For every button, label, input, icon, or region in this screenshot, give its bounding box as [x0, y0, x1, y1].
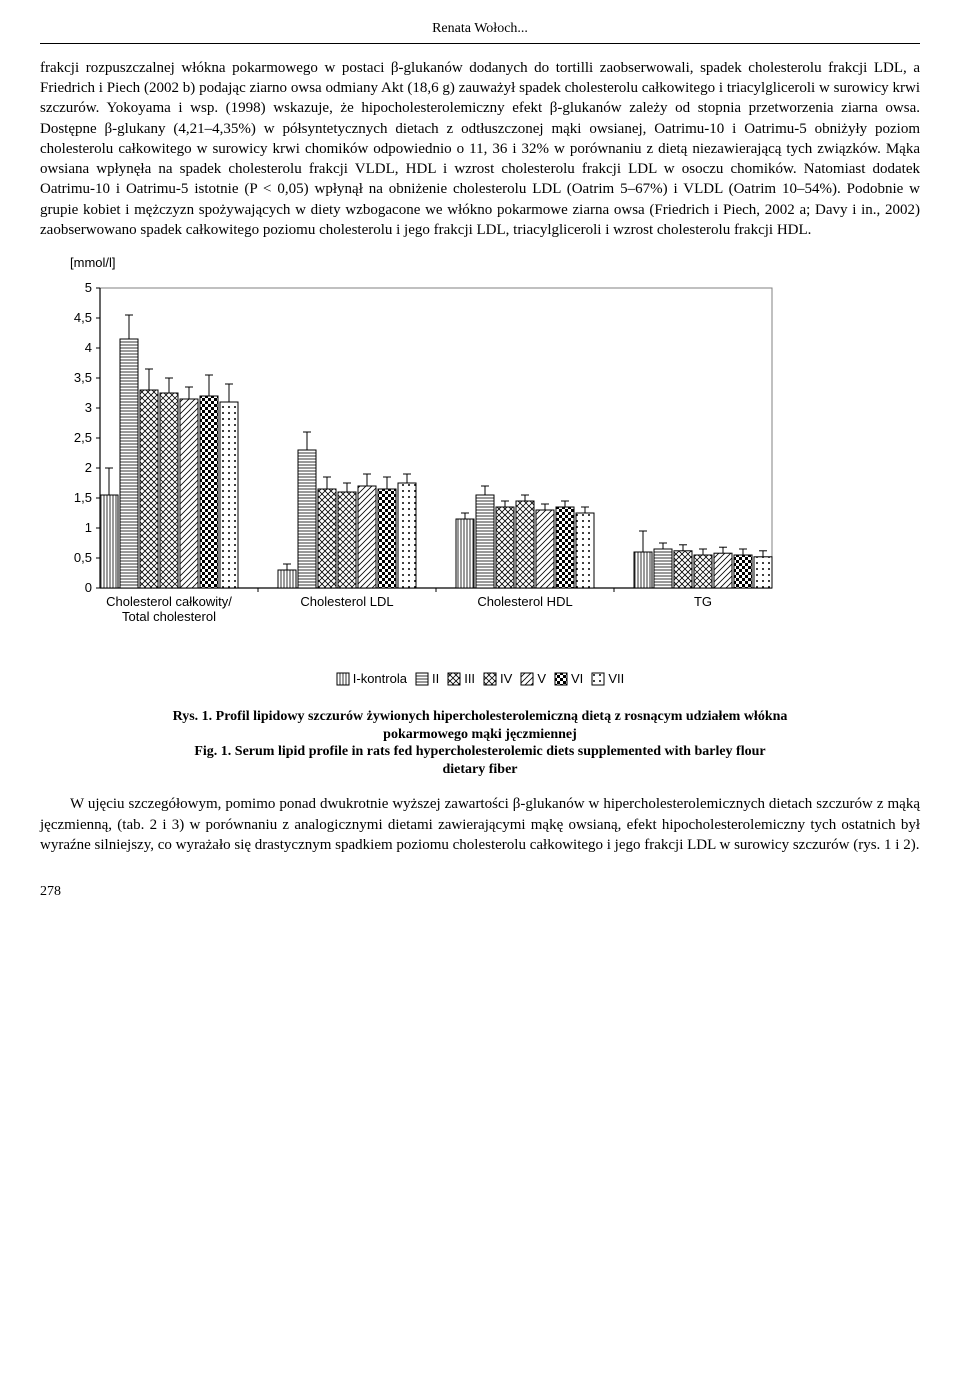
svg-text:1,5: 1,5: [74, 490, 92, 505]
bar: [694, 555, 712, 588]
svg-text:Cholesterol LDL: Cholesterol LDL: [300, 594, 393, 609]
legend-swatch-icon: [415, 672, 429, 686]
legend-item: III: [447, 670, 475, 688]
caption-line: Fig. 1. Serum lipid profile in rats fed …: [194, 744, 765, 759]
bar: [634, 552, 652, 588]
bar: [200, 396, 218, 588]
caption-line: pokarmowego mąki jęczmiennej: [383, 727, 577, 742]
bar: [754, 556, 772, 587]
bar: [536, 510, 554, 588]
bar: [654, 549, 672, 588]
svg-text:2: 2: [85, 460, 92, 475]
svg-text:3: 3: [85, 400, 92, 415]
legend-swatch-icon: [520, 672, 534, 686]
bar: [318, 489, 336, 588]
bar: [298, 450, 316, 588]
bar: [734, 555, 752, 588]
lipid-profile-chart: 0 0,5 1 1,5 2 2,5 3 3,5 4 4,5 5 Cholesterol całkowi…: [40, 278, 792, 648]
legend-label: II: [432, 670, 439, 688]
bar: [120, 339, 138, 588]
caption-line: Rys. 1. Profil lipidowy szczurów żywiony…: [173, 709, 788, 724]
bar: [674, 550, 692, 587]
axis-unit-label: [mmol/l]: [70, 254, 920, 272]
svg-text:TG: TG: [694, 594, 712, 609]
svg-text:1: 1: [85, 520, 92, 535]
legend-swatch-icon: [591, 672, 605, 686]
bar: [516, 501, 534, 588]
bar: [476, 495, 494, 588]
legend-item: VI: [554, 670, 583, 688]
bar: [278, 570, 296, 588]
bar: [220, 402, 238, 588]
bar: [338, 492, 356, 588]
header-rule: [40, 43, 920, 44]
bar: [456, 519, 474, 588]
svg-text:5: 5: [85, 280, 92, 295]
legend-item: VII: [591, 670, 624, 688]
legend-swatch-icon: [447, 672, 461, 686]
body-paragraph-1: frakcji rozpuszczalnej włókna pokarmoweg…: [40, 58, 920, 240]
svg-text:Cholesterol HDL: Cholesterol HDL: [477, 594, 572, 609]
svg-text:Total cholesterol: Total cholesterol: [122, 609, 216, 624]
bar: [398, 483, 416, 588]
svg-text:Cholesterol całkowity/: Cholesterol całkowity/: [106, 594, 232, 609]
bar: [496, 507, 514, 588]
running-head: Renata Wołoch...: [40, 20, 920, 39]
body-paragraph-2: W ujęciu szczegółowym, pomimo ponad dwuk…: [40, 794, 920, 855]
legend-item: II: [415, 670, 439, 688]
bar: [180, 399, 198, 588]
bar: [358, 486, 376, 588]
figure-caption: Rys. 1. Profil lipidowy szczurów żywiony…: [40, 708, 920, 778]
legend-label: VII: [608, 670, 624, 688]
bar: [714, 553, 732, 588]
svg-text:2,5: 2,5: [74, 430, 92, 445]
legend-swatch-icon: [483, 672, 497, 686]
bar: [140, 390, 158, 588]
legend-label: V: [537, 670, 546, 688]
legend-item: I-kontrola: [336, 670, 407, 688]
bar: [556, 507, 574, 588]
legend-label: I-kontrola: [353, 670, 407, 688]
chart-legend: I-kontrolaIIIIIIVVVIVII: [40, 670, 920, 690]
svg-text:4,5: 4,5: [74, 310, 92, 325]
bar: [100, 495, 118, 588]
bar: [576, 513, 594, 588]
caption-line: dietary fiber: [442, 762, 517, 777]
svg-text:0,5: 0,5: [74, 550, 92, 565]
legend-item: IV: [483, 670, 512, 688]
bar: [160, 393, 178, 588]
svg-text:4: 4: [85, 340, 92, 355]
legend-label: VI: [571, 670, 583, 688]
legend-swatch-icon: [554, 672, 568, 686]
legend-label: III: [464, 670, 475, 688]
svg-text:3,5: 3,5: [74, 370, 92, 385]
legend-swatch-icon: [336, 672, 350, 686]
legend-item: V: [520, 670, 546, 688]
legend-label: IV: [500, 670, 512, 688]
bar: [378, 489, 396, 588]
page-number: 278: [40, 883, 920, 902]
svg-text:0: 0: [85, 580, 92, 595]
